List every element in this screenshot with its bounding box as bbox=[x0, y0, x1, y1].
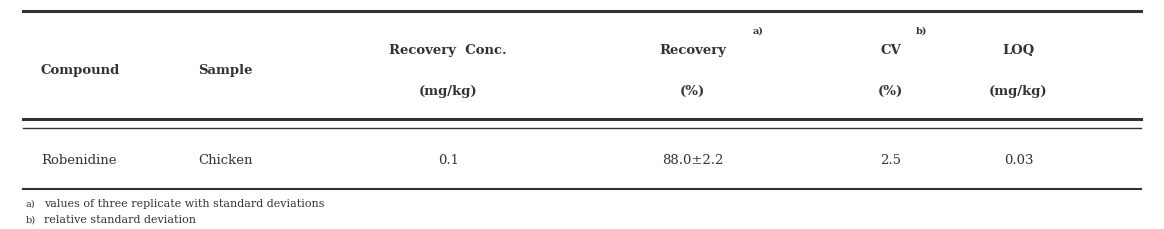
Text: (%): (%) bbox=[878, 85, 903, 98]
Text: Recovery: Recovery bbox=[659, 44, 726, 57]
Text: Robenidine: Robenidine bbox=[41, 154, 116, 167]
Text: Recovery  Conc.: Recovery Conc. bbox=[389, 44, 508, 57]
Text: a): a) bbox=[753, 26, 764, 35]
Text: 0.1: 0.1 bbox=[438, 154, 459, 167]
Text: (mg/kg): (mg/kg) bbox=[419, 85, 477, 98]
Text: 88.0±2.2: 88.0±2.2 bbox=[662, 154, 723, 167]
Text: Chicken: Chicken bbox=[198, 154, 253, 167]
Text: a): a) bbox=[26, 199, 35, 208]
Text: CV: CV bbox=[880, 44, 901, 57]
Text: b): b) bbox=[916, 26, 928, 35]
Text: b): b) bbox=[26, 215, 36, 224]
Text: values of three replicate with standard deviations: values of three replicate with standard … bbox=[44, 199, 325, 209]
Text: Sample: Sample bbox=[198, 65, 253, 77]
Text: 0.03: 0.03 bbox=[1003, 154, 1034, 167]
Text: (%): (%) bbox=[680, 85, 705, 98]
Text: 2.5: 2.5 bbox=[880, 154, 901, 167]
Text: (mg/kg): (mg/kg) bbox=[989, 85, 1048, 98]
Text: relative standard deviation: relative standard deviation bbox=[44, 215, 197, 225]
Text: Compound: Compound bbox=[41, 65, 120, 77]
Text: LOQ: LOQ bbox=[1002, 44, 1035, 57]
